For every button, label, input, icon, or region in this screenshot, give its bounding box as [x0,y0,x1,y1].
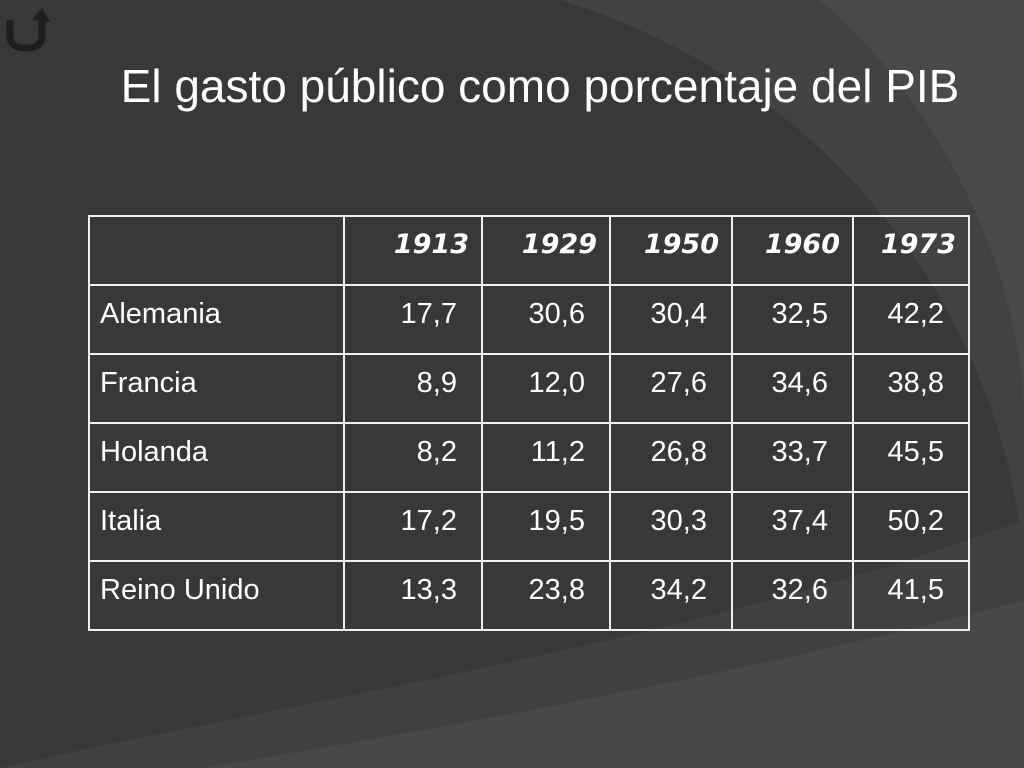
value-cell: 26,8 [609,422,733,493]
value-cell: 12,0 [481,353,611,424]
value-cell: 50,2 [852,491,970,562]
year-header: 1960 [731,215,854,286]
country-cell: Italia [88,491,345,562]
table-row: Alemania 17,7 30,6 30,4 32,5 42,2 [88,284,970,355]
return-icon-arrow [32,8,50,22]
value-cell: 34,2 [609,560,733,631]
value-cell: 33,7 [731,422,854,493]
bg-curve [200,600,1024,768]
value-cell: 32,6 [731,560,854,631]
return-icon [6,18,46,52]
value-cell: 8,9 [343,353,483,424]
value-cell: 37,4 [731,491,854,562]
value-cell: 8,2 [343,422,483,493]
table-row: Holanda 8,2 11,2 26,8 33,7 45,5 [88,422,970,493]
table-row: Italia 17,2 19,5 30,3 37,4 50,2 [88,491,970,562]
value-cell: 30,4 [609,284,733,355]
value-cell: 41,5 [852,560,970,631]
value-cell: 17,7 [343,284,483,355]
value-cell: 30,6 [481,284,611,355]
value-cell: 27,6 [609,353,733,424]
country-cell: Alemania [88,284,345,355]
value-cell: 42,2 [852,284,970,355]
value-cell: 34,6 [731,353,854,424]
value-cell: 23,8 [481,560,611,631]
country-cell: Holanda [88,422,345,493]
country-cell: Francia [88,353,345,424]
value-cell: 19,5 [481,491,611,562]
header-row: 1913 1929 1950 1960 1973 [88,215,970,286]
bg-curve [820,0,1024,420]
value-cell: 32,5 [731,284,854,355]
table-row: Francia 8,9 12,0 27,6 34,6 38,8 [88,353,970,424]
value-cell: 30,3 [609,491,733,562]
table-body: 1913 1929 1950 1960 1973 Alemania 17,7 30,6 30,4… [88,215,970,631]
table-row: Reino Unido 13,3 23,8 34,2 32,6 41,5 [88,560,970,631]
year-header: 1950 [609,215,733,286]
value-cell: 13,3 [343,560,483,631]
value-cell: 38,8 [852,353,970,424]
value-cell: 45,5 [852,422,970,493]
data-table: 1913 1929 1950 1960 1973 Alemania 17,7 30,6 30,4… [88,215,970,631]
value-cell: 17,2 [343,491,483,562]
year-header: 1913 [343,215,483,286]
slide-title: El gasto público como porcentaje del PIB [120,60,960,112]
country-cell: Reino Unido [88,560,345,631]
bg-curve [560,0,1024,560]
value-cell: 11,2 [481,422,611,493]
year-header: 1973 [852,215,970,286]
year-header: 1929 [481,215,611,286]
corner-cell [88,215,345,286]
